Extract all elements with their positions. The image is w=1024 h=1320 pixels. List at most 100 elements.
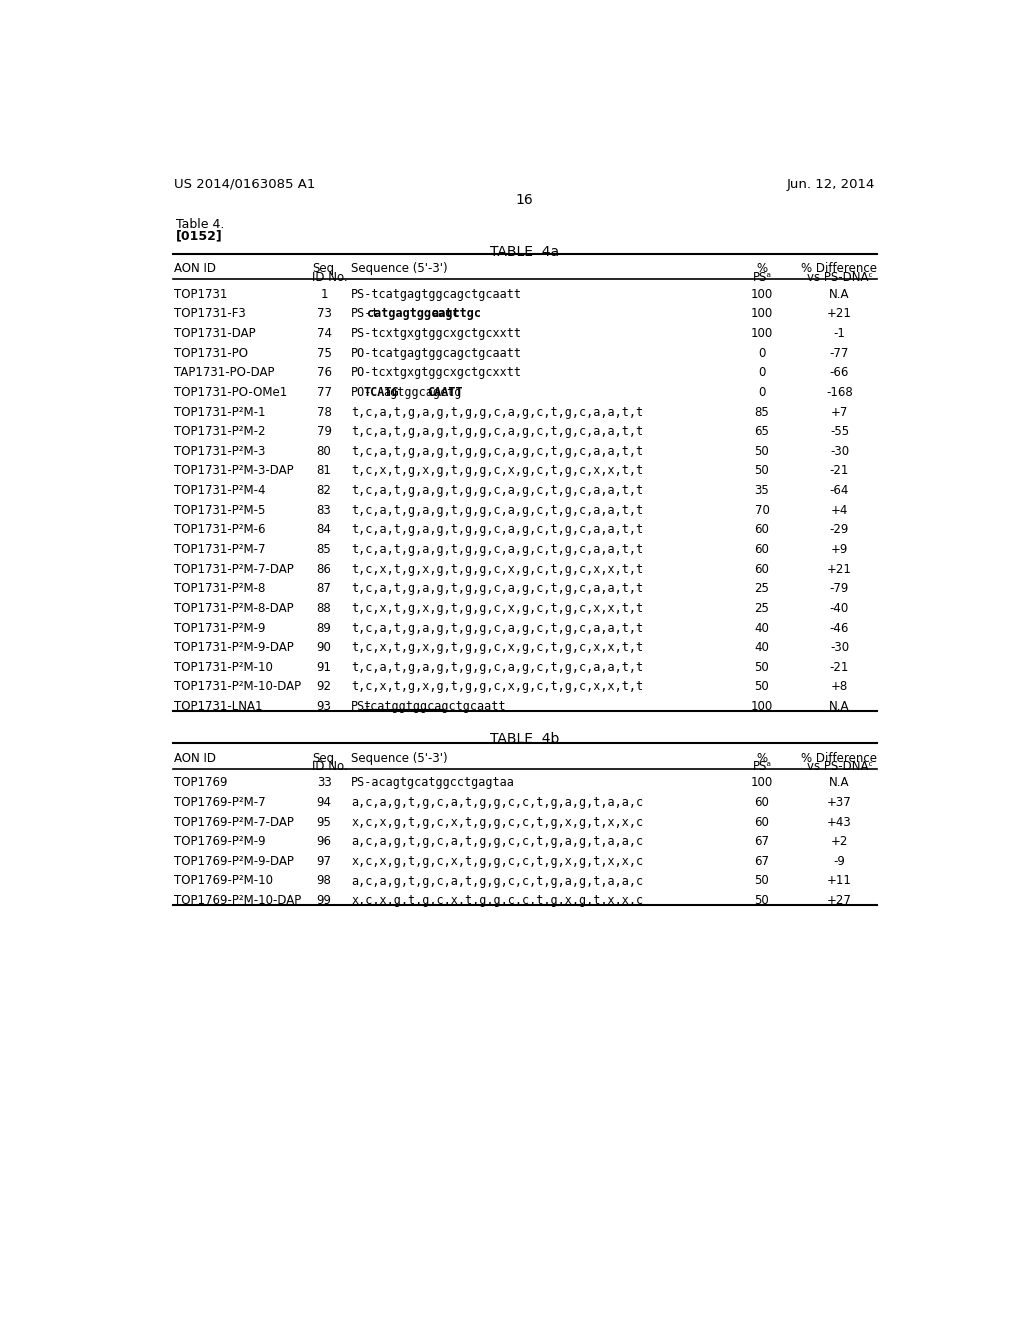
Text: 60: 60 [755,543,769,556]
Text: -77: -77 [829,347,849,359]
Text: 88: 88 [316,602,332,615]
Text: TABLE  4a: TABLE 4a [490,244,559,259]
Text: 60: 60 [755,816,769,829]
Text: TOP1769-P²M-10: TOP1769-P²M-10 [174,875,273,887]
Text: TOP1769: TOP1769 [174,776,228,789]
Text: PS-acagtgcatggcctgagtaa: PS-acagtgcatggcctgagtaa [351,776,515,789]
Text: 100: 100 [751,308,773,321]
Text: ID No.: ID No. [312,760,348,774]
Text: 83: 83 [316,504,332,516]
Text: -1: -1 [834,327,846,341]
Text: PSᵃ: PSᵃ [753,271,771,284]
Text: TOP1731-P²M-1: TOP1731-P²M-1 [174,405,266,418]
Text: TOP1731-P²M-10: TOP1731-P²M-10 [174,661,273,673]
Text: TOP1731-P²M-4: TOP1731-P²M-4 [174,484,266,498]
Text: TOP1731-LNA1: TOP1731-LNA1 [174,700,263,713]
Text: 90: 90 [316,642,332,655]
Text: TAP1731-PO-DAP: TAP1731-PO-DAP [174,367,275,379]
Text: Sequence (5'-3'): Sequence (5'-3') [351,263,447,276]
Text: 33: 33 [316,776,332,789]
Text: 25: 25 [755,602,769,615]
Text: 95: 95 [316,816,332,829]
Text: 50: 50 [755,894,769,907]
Text: 94: 94 [316,796,332,809]
Text: a,c,a,g,t,g,c,a,t,g,g,c,c,t,g,a,g,t,a,a,c: a,c,a,g,t,g,c,a,t,g,g,c,c,t,g,a,g,t,a,a,… [351,836,643,849]
Text: t,c,a,t,g,a,g,t,g,g,c,a,g,c,t,g,c,a,a,t,t: t,c,a,t,g,a,g,t,g,g,c,a,g,c,t,g,c,a,a,t,… [351,504,643,516]
Text: TOP1731-P²M-7-DAP: TOP1731-P²M-7-DAP [174,562,294,576]
Text: ID No.: ID No. [312,271,348,284]
Text: 73: 73 [316,308,332,321]
Text: Table 4.: Table 4. [176,218,224,231]
Text: 40: 40 [755,642,769,655]
Text: x,c,x,g,t,g,c,x,t,g,g,c,c,t,g,x,g,t,x,x,c: x,c,x,g,t,g,c,x,t,g,g,c,c,t,g,x,g,t,x,x,… [351,855,643,867]
Text: TOP1769-P²M-9-DAP: TOP1769-P²M-9-DAP [174,855,294,867]
Text: t,c,a,t,g,a,g,t,g,g,c,a,g,c,t,g,c,a,a,t,t: t,c,a,t,g,a,g,t,g,g,c,a,g,c,t,g,c,a,a,t,… [351,484,643,498]
Text: PS-tcatgagtggcagctgcaatt: PS-tcatgagtggcagctgcaatt [351,288,522,301]
Text: TOP1731-PO-OMe1: TOP1731-PO-OMe1 [174,385,288,399]
Text: CAATT: CAATT [427,385,463,399]
Text: AON ID: AON ID [174,751,216,764]
Text: TOP1769-P²M-7-DAP: TOP1769-P²M-7-DAP [174,816,294,829]
Text: TOP1731-P²M-3: TOP1731-P²M-3 [174,445,266,458]
Text: TOP1769-P²M-9: TOP1769-P²M-9 [174,836,266,849]
Text: t,c,a,t,g,a,g,t,g,g,c,a,g,c,t,g,c,a,a,t,t: t,c,a,t,g,a,g,t,g,g,c,a,g,c,t,g,c,a,a,t,… [351,405,643,418]
Text: t,c,x,t,g,x,g,t,g,g,c,x,g,c,t,g,c,x,x,t,t: t,c,x,t,g,x,g,t,g,g,c,x,g,c,t,g,c,x,x,t,… [351,562,643,576]
Text: -21: -21 [829,465,849,478]
Text: 89: 89 [316,622,332,635]
Text: t,c,x,t,g,x,g,t,g,g,c,x,g,c,t,g,c,x,x,t,t: t,c,x,t,g,x,g,t,g,g,c,x,g,c,t,g,c,x,x,t,… [351,465,643,478]
Text: -55: -55 [829,425,849,438]
Text: PO-tcxtgxgtggcxgctgcxxtt: PO-tcxtgxgtggcxgctgcxxtt [351,367,522,379]
Text: +21: +21 [827,308,852,321]
Text: Sequence (5'-3'): Sequence (5'-3') [351,751,447,764]
Text: US 2014/0163085 A1: US 2014/0163085 A1 [174,178,315,190]
Text: 76: 76 [316,367,332,379]
Text: catgagtggcagctgc: catgagtggcagctgc [368,308,481,321]
Text: +4: +4 [830,504,848,516]
Text: TOP1731-P²M-10-DAP: TOP1731-P²M-10-DAP [174,681,302,693]
Text: 100: 100 [751,776,773,789]
Text: 60: 60 [755,562,769,576]
Text: 16: 16 [516,193,534,207]
Text: 85: 85 [755,405,769,418]
Text: -64: -64 [829,484,849,498]
Text: a,c,a,g,t,g,c,a,t,g,g,c,c,t,g,a,g,t,a,a,c: a,c,a,g,t,g,c,a,t,g,g,c,c,t,g,a,g,t,a,a,… [351,796,643,809]
Text: TOP1731-F3: TOP1731-F3 [174,308,246,321]
Text: 79: 79 [316,425,332,438]
Text: -21: -21 [829,661,849,673]
Text: -29: -29 [829,524,849,536]
Text: t,c,x,t,g,x,g,t,g,g,c,x,g,c,t,g,c,x,x,t,t: t,c,x,t,g,x,g,t,g,g,c,x,g,c,t,g,c,x,x,t,… [351,681,643,693]
Text: +9: +9 [830,543,848,556]
Text: -79: -79 [829,582,849,595]
Text: TOP1731-P²M-9-DAP: TOP1731-P²M-9-DAP [174,642,294,655]
Text: 50: 50 [755,465,769,478]
Text: +27: +27 [827,894,852,907]
Text: t,c,a,t,g,a,g,t,g,g,c,a,g,c,t,g,c,a,a,t,t: t,c,a,t,g,a,g,t,g,g,c,a,g,c,t,g,c,a,a,t,… [351,445,643,458]
Text: 96: 96 [316,836,332,849]
Text: -66: -66 [829,367,849,379]
Text: TOP1731-PO: TOP1731-PO [174,347,249,359]
Text: TCATG: TCATG [364,385,398,399]
Text: 97: 97 [316,855,332,867]
Text: -40: -40 [829,602,849,615]
Text: N.A: N.A [829,288,850,301]
Text: 100: 100 [751,700,773,713]
Text: TOP1731-P²M-8: TOP1731-P²M-8 [174,582,266,595]
Text: +7: +7 [830,405,848,418]
Text: 93: 93 [316,700,332,713]
Text: Seq: Seq [312,263,335,276]
Text: PO-: PO- [351,385,373,399]
Text: t,c,a,t,g,a,g,t,g,g,c,a,g,c,t,g,c,a,a,t,t: t,c,a,t,g,a,g,t,g,g,c,a,g,c,t,g,c,a,a,t,… [351,524,643,536]
Text: TOP1731-P²M-5: TOP1731-P²M-5 [174,504,266,516]
Text: t,c,a,t,g,a,g,t,g,g,c,a,g,c,t,g,c,a,a,t,t: t,c,a,t,g,a,g,t,g,g,c,a,g,c,t,g,c,a,a,t,… [351,661,643,673]
Text: vs PS-DNAᶜ: vs PS-DNAᶜ [807,760,872,774]
Text: TOP1731-P²M-8-DAP: TOP1731-P²M-8-DAP [174,602,294,615]
Text: TOP1731: TOP1731 [174,288,228,301]
Text: [0152]: [0152] [176,230,223,243]
Text: -46: -46 [829,622,849,635]
Text: TOP1731-P²M-9: TOP1731-P²M-9 [174,622,266,635]
Text: 99: 99 [316,894,332,907]
Text: 82: 82 [316,484,332,498]
Text: TOP1731-P²M-6: TOP1731-P²M-6 [174,524,266,536]
Text: 78: 78 [316,405,332,418]
Text: 67: 67 [755,836,769,849]
